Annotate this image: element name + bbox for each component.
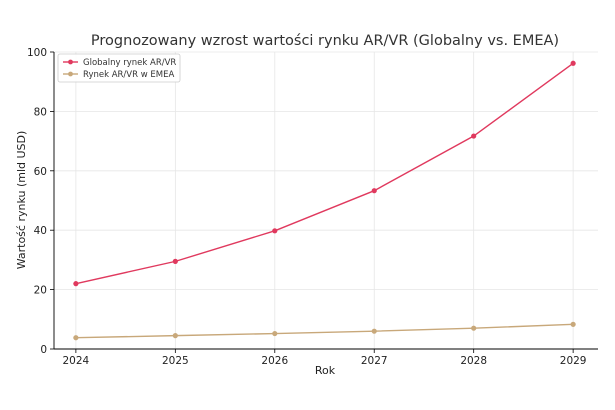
x-tick-label: 2029 [560, 355, 587, 367]
legend-box [57, 53, 181, 83]
series-1-point [570, 60, 576, 66]
series-1-point [272, 228, 278, 234]
grid [54, 51, 598, 350]
y-tick-label: 60 [34, 166, 47, 178]
x-tick-label: 2026 [261, 355, 288, 367]
chart-title: Prognozowany wzrost wartości rynku AR/VR… [91, 33, 559, 49]
legend: Globalny rynek AR/VR Rynek AR/VR w EMEA [57, 53, 181, 83]
y-tick-label: 40 [34, 225, 47, 237]
axes [53, 52, 598, 350]
y-tick-label: 20 [34, 285, 47, 297]
legend-swatch-marker [68, 71, 73, 77]
series-2-point [172, 333, 178, 339]
y-tick-label: 100 [27, 47, 47, 59]
legend-label: Globalny rynek AR/VR [83, 58, 176, 68]
x-axis-ticks: 2024 2025 2026 2027 2028 2029 [63, 349, 587, 367]
series-2-point [371, 328, 377, 334]
series-1-point [471, 133, 477, 139]
x-tick-label: 2024 [63, 355, 90, 367]
legend-label: Rynek AR/VR w EMEA [83, 70, 174, 80]
series-1-point [73, 281, 79, 287]
y-tick-label: 0 [40, 344, 47, 356]
y-axis-ticks: 0 20 40 60 80 100 [27, 47, 54, 356]
series-1-point [172, 258, 178, 264]
series-2-point [471, 325, 477, 331]
legend-swatch-marker [68, 59, 73, 65]
series-2-point [570, 321, 576, 327]
series-group [73, 60, 576, 341]
x-axis-label: Rok [315, 364, 336, 377]
y-tick-label: 80 [34, 106, 47, 118]
series-line-2 [75, 323, 574, 339]
x-tick-label: 2028 [460, 355, 487, 367]
series-1-point [371, 188, 377, 194]
series-line-1 [75, 62, 574, 285]
x-tick-label: 2027 [361, 355, 388, 367]
y-axis-label: Wartość rynku (mld USD) [15, 131, 28, 270]
series-2-point [272, 330, 278, 337]
series-2-point [73, 335, 79, 341]
x-tick-label: 2025 [162, 355, 189, 367]
